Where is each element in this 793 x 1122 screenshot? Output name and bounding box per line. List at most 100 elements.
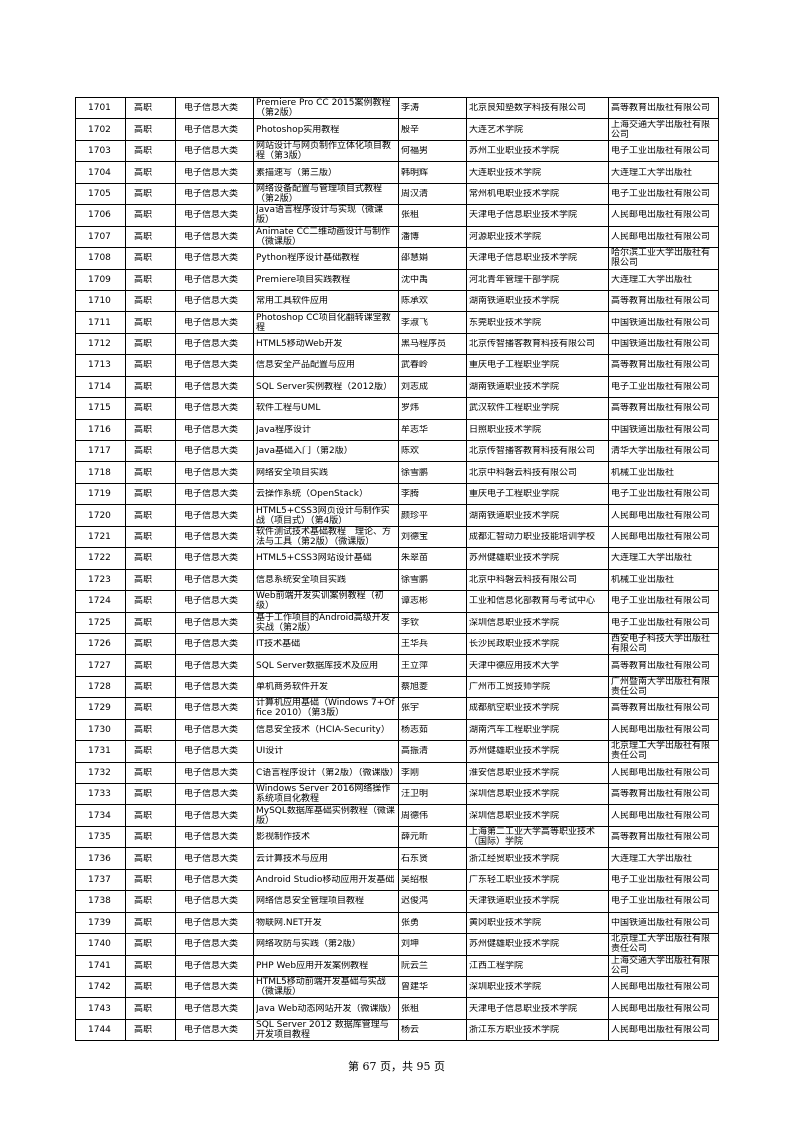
subject-category-cell: 电子信息大类 <box>175 761 254 785</box>
institution: 成都汇智动力职业技能培训学校 <box>469 531 596 542</box>
publisher: 大连理工大学出版社 <box>611 553 693 564</box>
education-level: 高职 <box>134 124 153 135</box>
subject-category: 电子信息大类 <box>184 296 239 307</box>
subject-category-cell: 电子信息大类 <box>175 397 254 420</box>
publisher: 人民邮电出版社有限公司 <box>611 767 711 778</box>
author: 张宇 <box>401 703 420 714</box>
publisher-cell: 高等教育出版社有限公司 <box>608 697 719 720</box>
institution: 湖南铁道职业技术学院 <box>469 510 560 521</box>
subject-category: 电子信息大类 <box>184 853 239 864</box>
row-number: 1716 <box>88 424 111 435</box>
author: 陈欢 <box>401 446 420 457</box>
book-title-cell: PHP Web应用开发案例教程 <box>253 954 399 977</box>
subject-category: 电子信息大类 <box>184 360 239 371</box>
author: 蔡旭菱 <box>401 682 429 693</box>
subject-category-cell: 电子信息大类 <box>175 847 254 870</box>
subject-category: 电子信息大类 <box>184 789 239 800</box>
publisher: 中国铁道出版社有限公司 <box>611 339 711 350</box>
row-number: 1727 <box>88 660 111 671</box>
table-row: 1705 高职 电子信息大类 网络设备配置与管理项目式教程（第2版） 周汉清 常州机电职业… <box>75 182 719 206</box>
publisher: 机械工业出版社 <box>611 467 675 478</box>
education-level-cell: 高职 <box>125 1018 176 1042</box>
row-number: 1719 <box>88 489 111 500</box>
education-level: 高职 <box>134 982 153 993</box>
author-cell: 李钦 <box>398 611 467 634</box>
row-number: 1729 <box>88 703 111 714</box>
author: 谭志彬 <box>401 596 429 607</box>
row-number-cell: 1730 <box>75 718 126 742</box>
subject-category-cell: 电子信息大类 <box>175 504 254 527</box>
author: 何福男 <box>401 146 429 157</box>
publisher-cell: 人民邮电出版社有限公司 <box>608 225 719 249</box>
book-title: HTML5+CSS3网站设计基础 <box>256 553 372 564</box>
publisher: 电子工业出版社有限公司 <box>611 188 711 199</box>
author: 刘德宝 <box>401 531 429 542</box>
author-cell: 颜珍平 <box>398 504 467 527</box>
book-title-cell: 软件工程与UML <box>253 397 399 420</box>
publisher: 广州暨南大学出版社有限责任公司 <box>611 677 711 698</box>
author-cell: 周汉清 <box>398 182 467 206</box>
institution-cell: 河北青年管理干部学院 <box>466 268 609 291</box>
education-level: 高职 <box>134 317 153 328</box>
publisher: 北京理工大学出版社有限责任公司 <box>611 741 711 762</box>
subject-category-cell: 电子信息大类 <box>175 697 254 720</box>
subject-category-cell: 电子信息大类 <box>175 868 254 892</box>
institution: 广东轻工职业技术学院 <box>469 874 560 885</box>
row-number: 1703 <box>88 146 111 157</box>
education-level-cell: 高职 <box>125 118 176 141</box>
subject-category: 电子信息大类 <box>184 531 239 542</box>
author: 李刚 <box>401 767 420 778</box>
author-cell: 张宇 <box>398 697 467 720</box>
publisher-cell: 上海交通大学出版社有限公司 <box>608 954 719 977</box>
publisher-cell: 高等教育出版社有限公司 <box>608 397 719 420</box>
education-level: 高职 <box>134 146 153 157</box>
publisher-cell: 电子工业出版社有限公司 <box>608 482 719 506</box>
row-number-cell: 1743 <box>75 997 126 1020</box>
table-row: 1743 高职 电子信息大类 Java Web动态网站开发（微课版） 张租 天津电子信息职… <box>75 997 719 1020</box>
subject-category: 电子信息大类 <box>184 253 239 264</box>
publisher-cell: 清华大学出版社有限公司 <box>608 439 719 463</box>
book-title: Java程序设计 <box>256 424 312 435</box>
subject-category: 电子信息大类 <box>184 381 239 392</box>
author: 王立萍 <box>401 660 429 671</box>
row-number: 1731 <box>88 746 111 757</box>
book-title-cell: SQL Server实例教程（2012版） <box>253 375 399 399</box>
publisher: 高等教育出版社有限公司 <box>611 360 711 371</box>
publisher-cell: 电子工业出版社有限公司 <box>608 590 719 613</box>
institution: 工业和信息化部教育与考试中心 <box>469 596 596 607</box>
publisher-cell: 北京理工大学出版社有限责任公司 <box>608 933 719 956</box>
publisher: 高等教育出版社有限公司 <box>611 832 711 843</box>
book-title: Web前端开发实训案例教程（初级） <box>256 591 384 612</box>
institution: 东莞职业技术学院 <box>469 317 542 328</box>
row-number-cell: 1711 <box>75 311 126 334</box>
row-number: 1724 <box>88 596 111 607</box>
education-level: 高职 <box>134 617 153 628</box>
institution: 深圳信息职业技术学院 <box>469 617 560 628</box>
subject-category-cell: 电子信息大类 <box>175 782 254 806</box>
author: 殷辛 <box>401 124 420 135</box>
institution: 深圳职业技术学院 <box>469 982 542 993</box>
table-row: 1725 高职 电子信息大类 基于工作项目的Android高级开发实战（第2版） 李钦 深… <box>75 611 719 634</box>
book-title-cell: HTML5+CSS3网站设计基础 <box>253 547 399 570</box>
table-row: 1717 高职 电子信息大类 Java基础入门（第2版） 陈欢 北京传智播客教育科技有限公… <box>75 439 719 463</box>
author-cell: 高振清 <box>398 740 467 763</box>
row-number-cell: 1707 <box>75 225 126 249</box>
subject-category: 电子信息大类 <box>184 896 239 907</box>
subject-category: 电子信息大类 <box>184 982 239 993</box>
author-cell: 刘坤 <box>398 933 467 956</box>
subject-category: 电子信息大类 <box>184 553 239 564</box>
author-cell: 陈承欢 <box>398 289 467 313</box>
author-cell: 朱翠苗 <box>398 547 467 570</box>
institution: 重庆电子工程职业学院 <box>469 489 560 500</box>
institution-cell: 北京中科磐云科技有限公司 <box>466 461 609 484</box>
table-row: 1729 高职 电子信息大类 计算机应用基础（Windows 7+Office 201… <box>75 697 719 720</box>
row-number: 1739 <box>88 917 111 928</box>
row-number: 1701 <box>88 103 111 114</box>
publisher-cell: 人民邮电出版社有限公司 <box>608 525 719 549</box>
education-level-cell: 高职 <box>125 933 176 956</box>
institution: 天津中德应用技术大学 <box>469 660 560 671</box>
education-level-cell: 高职 <box>125 954 176 977</box>
book-title: Premiere Pro CC 2015案例教程（第2版） <box>256 98 391 119</box>
author-cell: 殷辛 <box>398 118 467 141</box>
subject-category-cell: 电子信息大类 <box>175 354 254 377</box>
